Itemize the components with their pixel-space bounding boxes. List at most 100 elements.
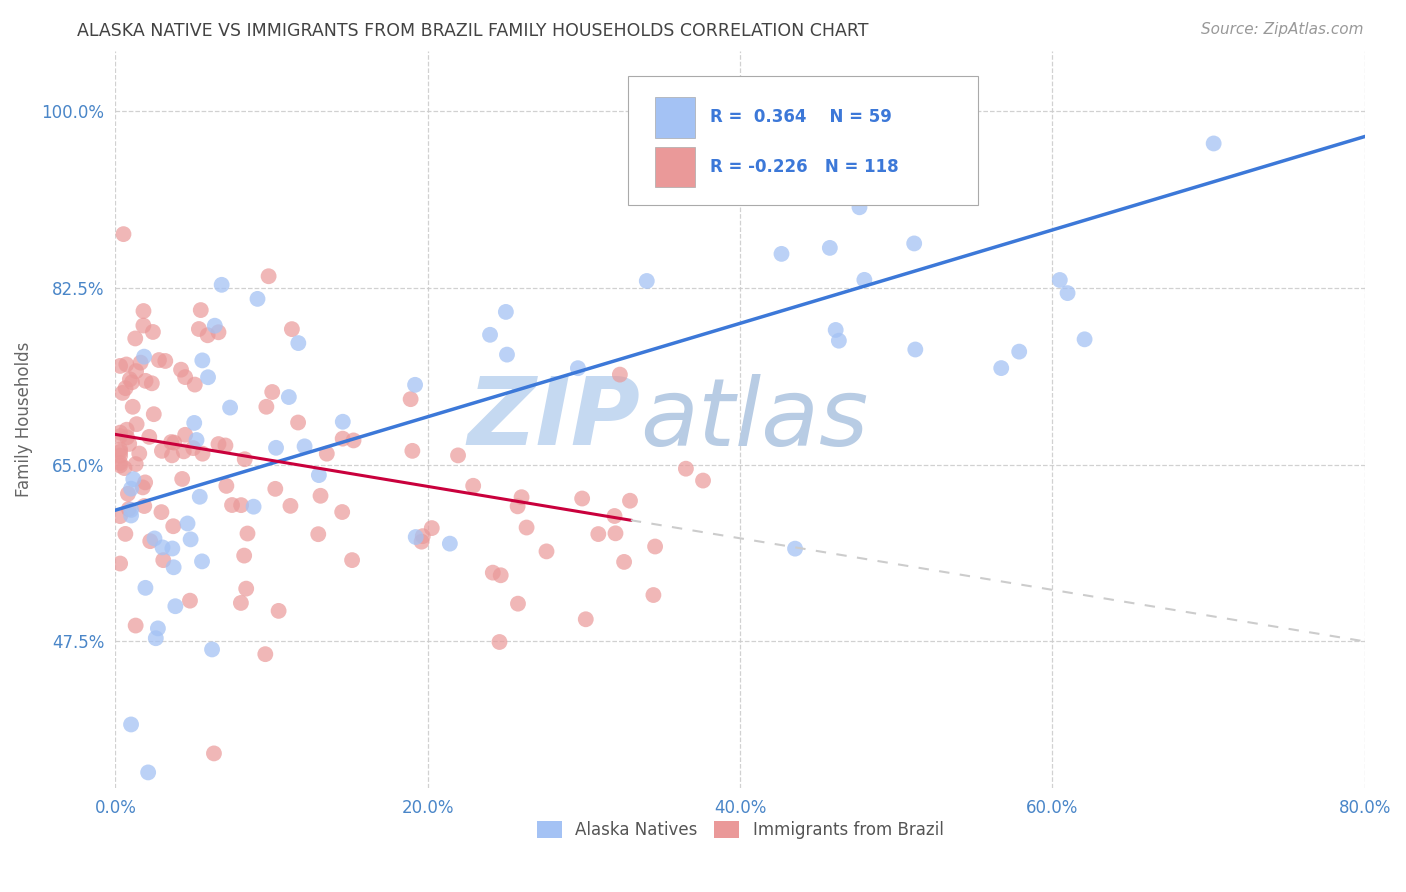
- Point: [264, 441, 287, 455]
- Text: R = -0.226   N = 118: R = -0.226 N = 118: [710, 158, 898, 176]
- Point: [190, 322, 212, 336]
- Point: [405, 530, 427, 544]
- Point: [135, 466, 157, 480]
- Point: [404, 377, 426, 392]
- Point: [125, 378, 148, 392]
- Point: [1073, 332, 1095, 346]
- Point: [165, 599, 187, 614]
- Point: [108, 445, 131, 459]
- Point: [115, 430, 138, 444]
- Point: [575, 693, 598, 707]
- Point: [262, 451, 284, 466]
- Point: [447, 628, 470, 642]
- Point: [174, 506, 197, 520]
- Point: [567, 361, 589, 376]
- Point: [506, 481, 529, 495]
- Point: [132, 350, 155, 364]
- Point: [411, 445, 433, 459]
- Point: [571, 633, 593, 648]
- Point: [108, 504, 131, 518]
- Point: [129, 508, 152, 523]
- Point: [181, 398, 204, 412]
- Point: [179, 506, 201, 520]
- Point: [233, 491, 256, 506]
- Point: [201, 642, 224, 657]
- Point: [828, 334, 851, 348]
- Point: [287, 336, 309, 351]
- FancyBboxPatch shape: [655, 97, 695, 137]
- Point: [173, 489, 195, 503]
- Point: [264, 500, 287, 514]
- Point: [496, 348, 519, 362]
- Point: [143, 532, 166, 546]
- Point: [162, 235, 184, 250]
- Point: [277, 390, 299, 404]
- Point: [132, 459, 155, 474]
- Point: [172, 511, 194, 525]
- Point: [120, 503, 142, 517]
- Point: [281, 500, 304, 514]
- Legend: Alaska Natives, Immigrants from Brazil: Alaska Natives, Immigrants from Brazil: [530, 814, 950, 846]
- Point: [145, 631, 167, 645]
- Point: [853, 273, 876, 287]
- Point: [211, 277, 233, 292]
- Point: [125, 296, 148, 310]
- Point: [482, 414, 505, 428]
- Point: [114, 320, 136, 334]
- Point: [1202, 136, 1225, 151]
- Point: [125, 453, 148, 467]
- Point: [139, 432, 162, 446]
- Point: [1049, 273, 1071, 287]
- Point: [233, 525, 256, 540]
- Point: [184, 541, 207, 555]
- Point: [824, 323, 846, 337]
- Point: [267, 373, 290, 387]
- FancyBboxPatch shape: [627, 77, 977, 205]
- Point: [115, 583, 138, 598]
- Point: [128, 380, 150, 394]
- Point: [294, 439, 316, 453]
- Point: [134, 363, 156, 377]
- Point: [108, 290, 131, 304]
- Point: [191, 554, 214, 568]
- Point: [221, 475, 243, 489]
- Point: [141, 475, 163, 489]
- Point: [401, 492, 423, 507]
- Point: [506, 425, 529, 440]
- Point: [1056, 286, 1078, 301]
- Point: [108, 359, 131, 373]
- Point: [124, 419, 146, 434]
- Point: [342, 662, 364, 676]
- Point: [818, 241, 841, 255]
- Point: [132, 425, 155, 440]
- Point: [108, 453, 131, 467]
- Point: [120, 482, 142, 496]
- Point: [163, 560, 186, 574]
- Point: [488, 425, 510, 439]
- Point: [160, 543, 183, 558]
- Point: [124, 376, 146, 390]
- Point: [229, 531, 252, 545]
- Point: [115, 530, 138, 544]
- Point: [170, 431, 193, 445]
- Point: [142, 736, 165, 750]
- Text: R =  0.364    N = 59: R = 0.364 N = 59: [710, 109, 891, 127]
- Point: [207, 411, 229, 425]
- Point: [118, 301, 141, 316]
- Point: [152, 461, 174, 475]
- Point: [510, 493, 533, 508]
- Point: [180, 533, 202, 547]
- Point: [308, 468, 330, 483]
- Point: [132, 374, 155, 388]
- Point: [121, 425, 143, 440]
- Point: [219, 401, 242, 415]
- Point: [187, 591, 209, 605]
- Point: [122, 472, 145, 486]
- Point: [121, 316, 143, 330]
- Point: [1008, 344, 1031, 359]
- Point: [254, 461, 277, 475]
- Point: [420, 461, 443, 475]
- Point: [176, 516, 198, 531]
- Point: [603, 511, 626, 525]
- Point: [242, 500, 264, 514]
